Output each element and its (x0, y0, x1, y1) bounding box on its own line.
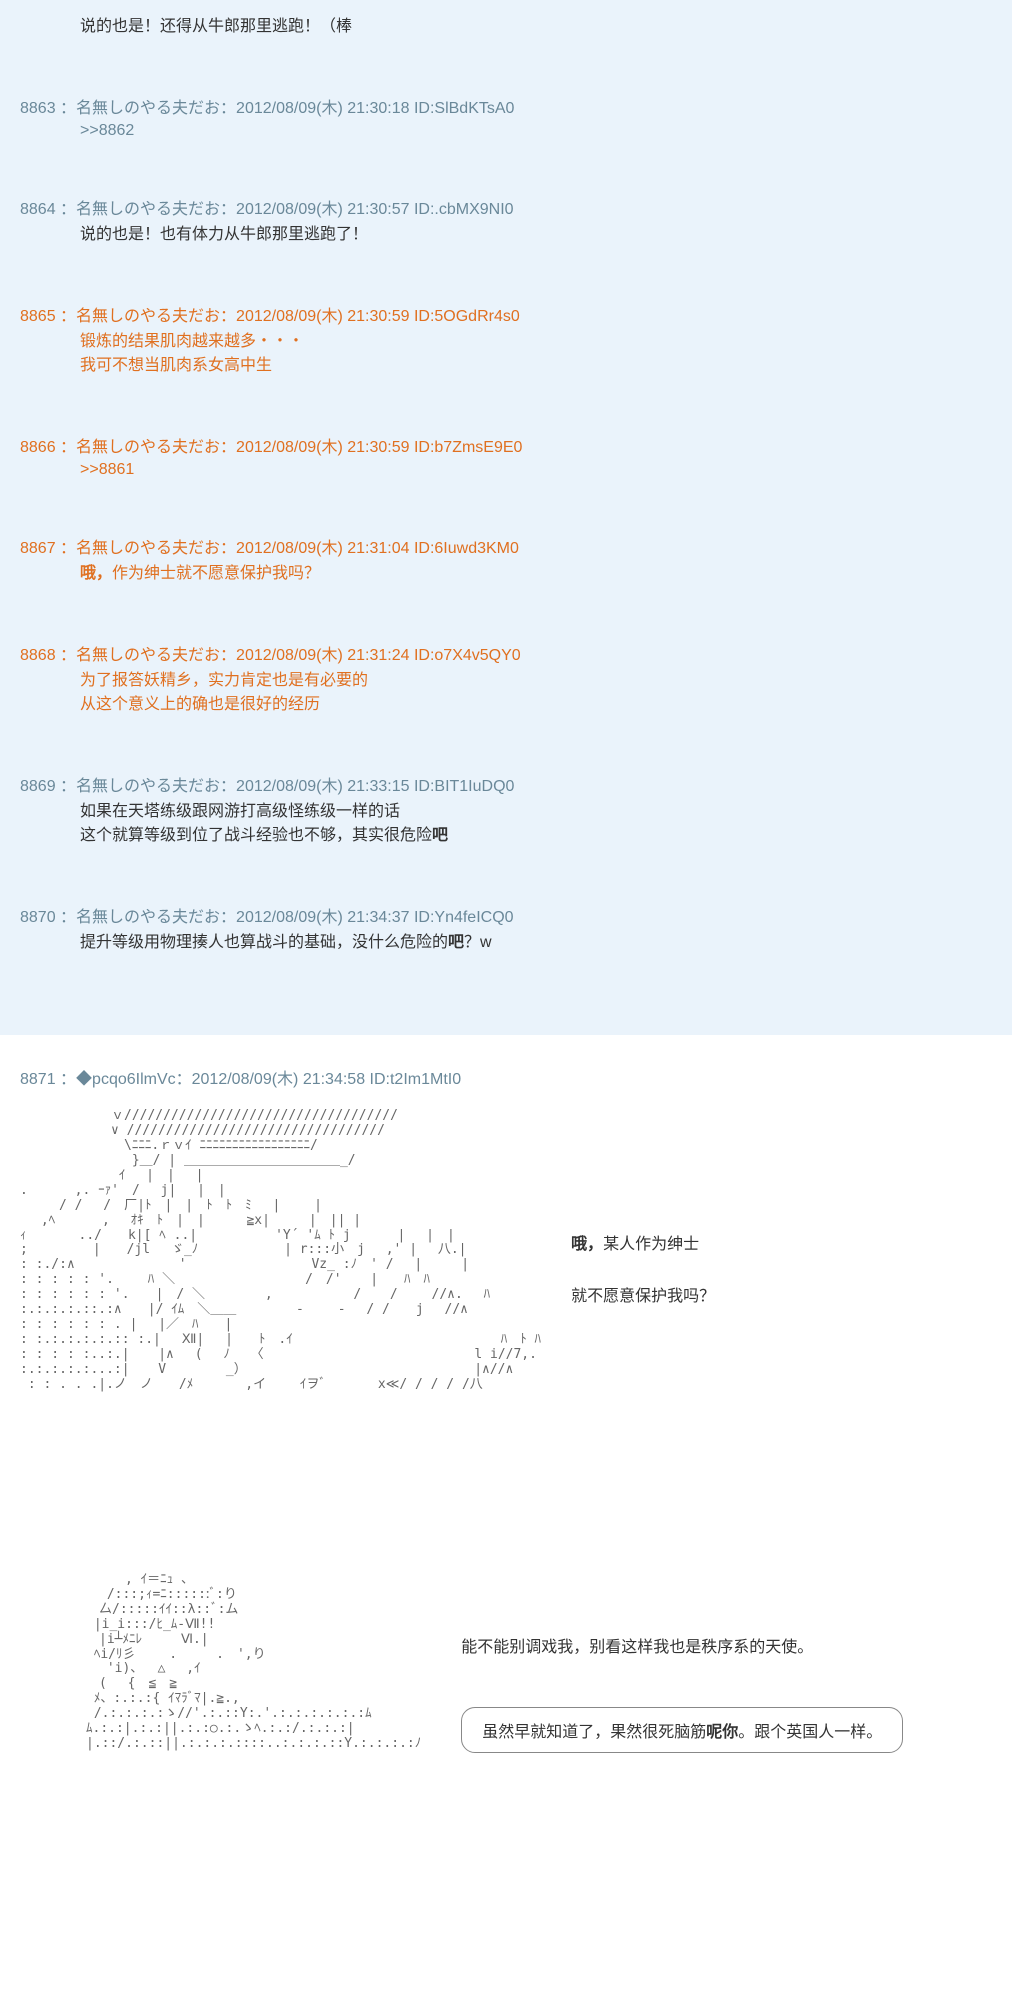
text: ？w (464, 934, 492, 951)
text-bold: 吧 (432, 827, 448, 844)
dialogue: 能不能别调戏我，别看这样我也是秩序系的天使。 虽然早就知道了，果然很死脑筋呢你。… (461, 1633, 903, 1753)
post-8863: 8863 ：名無しのやる夫だお：2012/08/09(木) 21:30:18 I… (20, 94, 992, 140)
post-body: 提升等级用物理揍人也算战斗的基础，没什么危险的吧？w (80, 931, 992, 955)
post-body: 哦，作为绅士就不愿意保护我吗？ (80, 562, 992, 586)
post-header: 8866 ：名無しのやる夫だお：2012/08/09(木) 21:30:59 I… (20, 433, 992, 457)
post-header: 8864 ：名無しのやる夫だお：2012/08/09(木) 21:30:57 I… (20, 195, 992, 219)
post-header: 8868 ：名無しのやる夫だお：2012/08/09(木) 21:31:24 I… (20, 641, 992, 665)
blue-section: 说的也是！还得从牛郎那里逃跑！（棒 8863 ：名無しのやる夫だお：2012/0… (0, 0, 1012, 1035)
post-ref[interactable]: >>8862 (80, 122, 992, 140)
post-header: 8870 ：名無しのやる夫だお：2012/08/09(木) 21:34:37 I… (20, 903, 992, 927)
post-body: 如果在天塔练级跟网游打高级怪练级一样的话 这个就算等级到位了战斗经验也不够，其实… (80, 800, 992, 848)
post-8869: 8869 ：名無しのやる夫だお：2012/08/09(木) 21:33:15 I… (20, 772, 992, 848)
dialogue-line: 能不能别调戏我，别看这样我也是秩序系的天使。 (461, 1633, 903, 1657)
text-bold: 呢你 (706, 1724, 738, 1741)
post-8862-partial: 说的也是！还得从牛郎那里逃跑！（棒 (20, 10, 992, 39)
text: 虽然早就知道了，果然很死脑筋 (482, 1724, 706, 1741)
post-body: 为了报答妖精乡，实力肯定也是有必要的 从这个意义上的确也是很好的经历 (80, 669, 992, 717)
ascii-art: ｖ/////////////////////////////////// ∨ /… (20, 1109, 541, 1393)
text: 如果在天塔练级跟网游打高级怪练级一样的话 这个就算等级到位了战斗经验也不够，其实… (80, 803, 432, 844)
text-bold: 哦， (571, 1236, 603, 1253)
text: 作为绅士就不愿意保护我吗？ (112, 565, 320, 582)
post-body: 说的也是！也有体力从牛郎那里逃跑了！ (80, 223, 992, 247)
post-header: 8871 ：◆pcqo6IlmVc：2012/08/09(木) 21:34:58… (20, 1065, 992, 1089)
text: 提升等级用物理揍人也算战斗的基础，没什么危险的 (80, 934, 448, 951)
post-header: 8863 ：名無しのやる夫だお：2012/08/09(木) 21:30:18 I… (20, 94, 992, 118)
dialogue: 哦，某人作为绅士 就不愿意保护我吗？ (571, 1229, 715, 1313)
post-8866: 8866 ：名無しのやる夫だお：2012/08/09(木) 21:30:59 I… (20, 433, 992, 479)
post-8865: 8865 ：名無しのやる夫だお：2012/08/09(木) 21:30:59 I… (20, 302, 992, 378)
dialogue-line: 就不愿意保护我吗？ (571, 1281, 715, 1313)
text-bold: 哦， (80, 565, 112, 582)
post-header: 8865 ：名無しのやる夫だお：2012/08/09(木) 21:30:59 I… (20, 302, 992, 326)
white-section: 8871 ：◆pcqo6IlmVc：2012/08/09(木) 21:34:58… (0, 1035, 1012, 1828)
post-8868: 8868 ：名無しのやる夫だお：2012/08/09(木) 21:31:24 I… (20, 641, 992, 717)
post-ref[interactable]: >>8861 (80, 461, 992, 479)
post-body: 说的也是！还得从牛郎那里逃跑！（棒 (80, 15, 992, 39)
text: 某人作为绅士 (603, 1236, 699, 1253)
aa-block-2: , ｲ＝ﾆｭ 、 /:::;ｨ=ﾆ::::::ﾞ:り 厶/:::::ｲｲ::λ:… (20, 1573, 992, 1753)
aa-block-1: ｖ/////////////////////////////////// ∨ /… (20, 1109, 992, 1393)
ascii-art: , ｲ＝ﾆｭ 、 /:::;ｨ=ﾆ::::::ﾞ:り 厶/:::::ｲｲ::λ:… (60, 1573, 421, 1752)
post-header: 8869 ：名無しのやる夫だお：2012/08/09(木) 21:33:15 I… (20, 772, 992, 796)
text-bold: 吧 (448, 934, 464, 951)
post-8864: 8864 ：名無しのやる夫だお：2012/08/09(木) 21:30:57 I… (20, 195, 992, 247)
post-8867: 8867 ：名無しのやる夫だお：2012/08/09(木) 21:31:04 I… (20, 534, 992, 586)
post-8871: 8871 ：◆pcqo6IlmVc：2012/08/09(木) 21:34:58… (20, 1065, 992, 1753)
post-header: 8867 ：名無しのやる夫だお：2012/08/09(木) 21:31:04 I… (20, 534, 992, 558)
dialogue-line: 哦，某人作为绅士 (571, 1229, 715, 1261)
speech-bubble: 虽然早就知道了，果然很死脑筋呢你。跟个英国人一样。 (461, 1707, 903, 1753)
post-8870: 8870 ：名無しのやる夫だお：2012/08/09(木) 21:34:37 I… (20, 903, 992, 955)
text: 。跟个英国人一样。 (738, 1724, 882, 1741)
post-body: 锻炼的结果肌肉越来越多・・・ 我可不想当肌肉系女高中生 (80, 330, 992, 378)
